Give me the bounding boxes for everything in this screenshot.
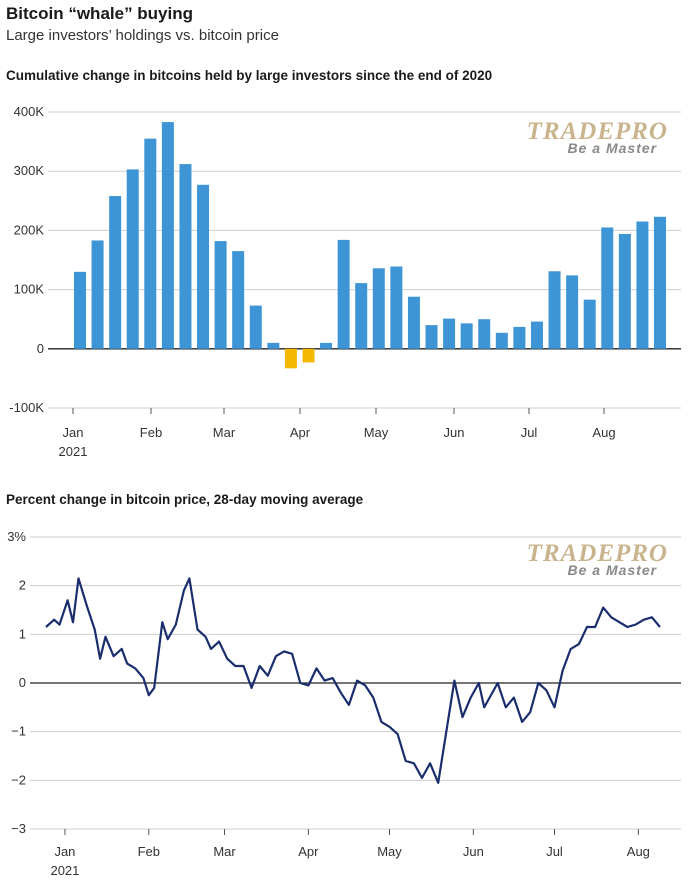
x-tick-label: Jun [463,844,484,859]
bar [302,348,315,363]
bar [636,221,649,349]
y-tick-label: −2 [11,772,26,787]
price-ma-line [45,577,661,784]
x-tick-year: 2021 [59,444,88,459]
bar [548,271,561,349]
bar [232,251,245,349]
bar [425,325,438,349]
bar [284,348,297,369]
bar [214,241,227,349]
y-tick-label: 0 [19,675,26,690]
bar [583,299,596,349]
bar [109,196,122,349]
tradepro-watermark-logo: TRADEPRO Be a Master [527,118,668,156]
bar [161,122,174,349]
bar [601,227,614,349]
watermark-brand-2: TRADEPRO [526,540,668,567]
bar [513,326,526,349]
y-tick-label: 1 [19,626,26,641]
bar [337,239,350,349]
bar [407,296,420,349]
x-tick-label: May [377,844,402,859]
bar [197,184,210,349]
y-tick-label: −1 [11,724,26,739]
bar [372,268,385,349]
bar [390,266,403,349]
bar [267,342,280,349]
x-tick-year: 2021 [50,863,79,878]
page-title: Bitcoin “whale” buying [6,4,194,23]
y-tick-label: 200K [14,222,45,237]
x-tick-label: Apr [290,425,311,440]
bar [495,332,508,349]
bar [460,323,473,349]
x-tick-label: Feb [140,425,162,440]
bar [320,342,333,349]
y-tick-label: 3% [7,529,26,544]
x-tick-label: Aug [627,844,650,859]
bar [74,271,86,349]
watermark-tagline-2: Be a Master [567,562,658,578]
bar [179,164,192,349]
y-tick-label: 300K [14,163,45,178]
page-subtitle: Large investors’ holdings vs. bitcoin pr… [6,27,279,44]
x-tick-label: Apr [298,844,319,859]
watermark-brand: TRADEPRO [526,118,668,145]
bar [478,319,491,349]
holdings-chart-title: Cumulative change in bitcoins held by la… [6,68,493,83]
x-tick-label: Mar [213,425,236,440]
tradepro-watermark-logo-2: TRADEPRO Be a Master [527,540,668,578]
x-tick-label: Jan [63,425,84,440]
bar [530,321,543,349]
x-tick-label: Jun [444,425,465,440]
bar [144,138,157,349]
price-line-chart: 3% 2 1 0 −1 −2 −3 Jan Feb Mar Apr May Jun Jul Aug 2021 [7,529,681,878]
bar [566,275,579,349]
holdings-bar-chart: 400K 300K 200K 100K 0 -100K Jan Feb Mar Apr May Jun… [9,104,681,459]
price-chart-title: Percent change in bitcoin price, 28-day … [6,492,364,507]
x-tick-label: May [364,425,389,440]
y-tick-label: -100K [9,400,44,415]
y-tick-label: 0 [37,341,44,356]
x-tick-label: Mar [213,844,236,859]
bar [618,233,631,349]
x-tick-label: Jul [546,844,563,859]
x-tick-label: Aug [592,425,615,440]
bar [355,283,368,349]
x-tick-label: Jul [521,425,538,440]
y-tick-label: −3 [11,821,26,836]
y-tick-label: 100K [14,282,45,297]
x-tick-label: Feb [138,844,160,859]
bar [91,240,104,349]
y-tick-label: 400K [14,104,45,119]
bar [654,216,666,349]
bar [249,305,262,349]
x-tick-label: Jan [54,844,75,859]
y-tick-label: 2 [19,578,26,593]
watermark-tagline: Be a Master [567,140,658,156]
bar [443,318,456,349]
bar [126,169,139,349]
